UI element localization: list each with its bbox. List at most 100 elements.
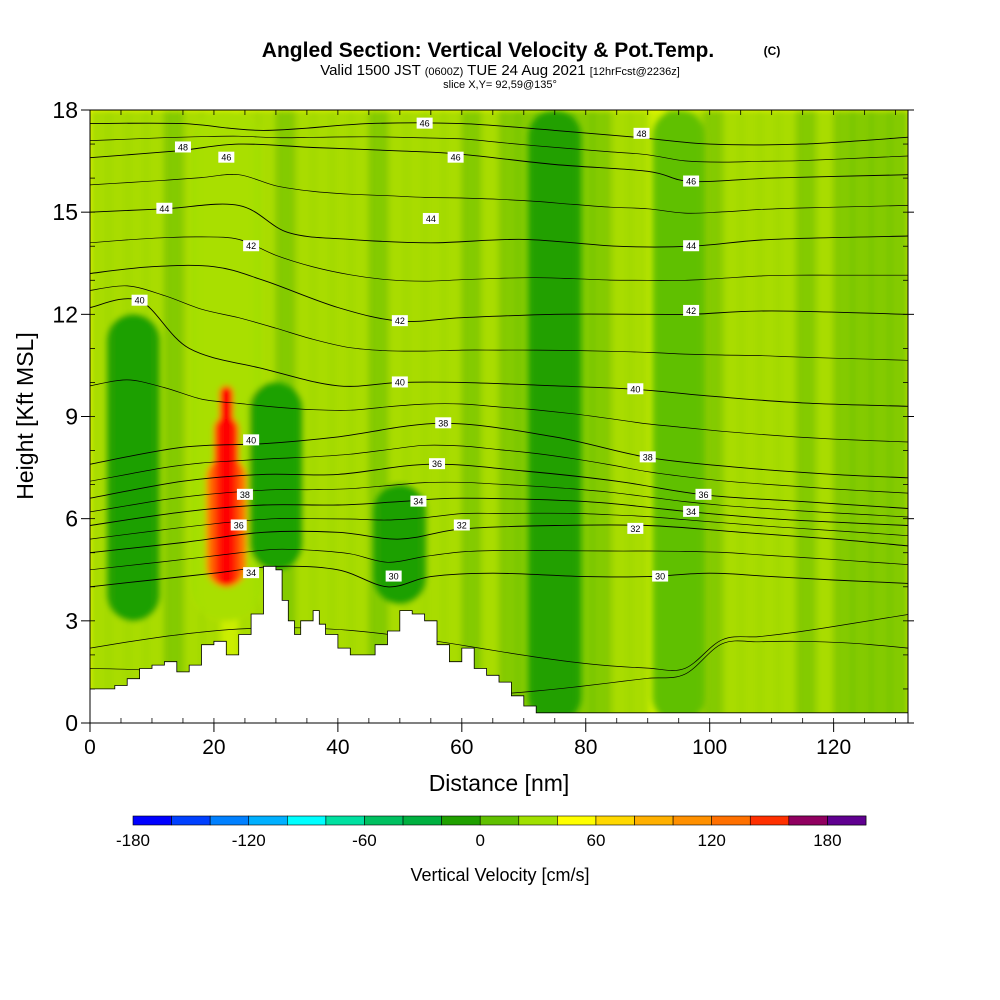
subtitle-date: TUE 24 Aug 2021 xyxy=(467,62,585,79)
colorbar-tick-label: 60 xyxy=(586,831,605,850)
theta-contour-36 xyxy=(90,463,908,509)
velocity-shading xyxy=(90,110,908,723)
velocity-cell xyxy=(629,110,649,723)
colorbar-swatch xyxy=(171,815,211,826)
velocity-cell xyxy=(610,110,631,723)
contour-label-text: 44 xyxy=(159,204,169,214)
contour-label-text: 46 xyxy=(420,119,430,129)
colorbar-swatch xyxy=(287,815,327,826)
contour-label-text: 48 xyxy=(637,129,647,139)
theta-contour-48 xyxy=(90,122,908,146)
contour-label: 34 xyxy=(683,505,700,517)
contour-label: 36 xyxy=(429,458,446,470)
contour-label: 44 xyxy=(156,202,173,214)
theta-contour-32 xyxy=(90,524,908,554)
x-tick-label: 100 xyxy=(692,736,727,759)
y-tick-label: 18 xyxy=(52,97,78,123)
velocity-cell xyxy=(777,110,798,723)
contour-label-text: 44 xyxy=(686,241,696,251)
velocity-cell xyxy=(499,110,519,723)
colorbar-swatch xyxy=(364,815,404,826)
colorbar-swatch xyxy=(402,815,442,826)
contour-label: 38 xyxy=(236,488,253,500)
velocity-cell xyxy=(870,110,891,723)
contour-label: 40 xyxy=(131,294,148,306)
velocity-feature xyxy=(528,110,582,723)
velocity-cell xyxy=(480,110,500,723)
theta-contour-34 xyxy=(90,497,908,526)
contour-label: 46 xyxy=(218,151,235,163)
terrain xyxy=(90,565,908,723)
velocity-cell xyxy=(889,110,908,723)
contour-label: 42 xyxy=(243,240,260,252)
theta-contour-38 xyxy=(90,422,908,479)
colorbar-swatch xyxy=(672,815,712,826)
contour-label-text: 44 xyxy=(426,214,436,224)
theta-contour-lowlevel xyxy=(90,614,908,671)
contour-label-text: 42 xyxy=(246,241,256,251)
velocity-cell xyxy=(424,110,445,723)
colorbar-tick-label: 180 xyxy=(813,831,841,850)
theta-contour-intermediate xyxy=(90,135,908,163)
velocity-cell xyxy=(740,110,761,723)
contour-label-text: 46 xyxy=(221,153,231,163)
y-axis-label: Height [Kft MSL] xyxy=(12,332,38,499)
subtitle-utc: (0600Z) xyxy=(425,66,464,78)
colorbar-tick-label: 0 xyxy=(475,831,484,850)
contour-label: 46 xyxy=(683,175,700,187)
contour-label: 30 xyxy=(652,570,669,582)
x-axis-label: Distance [nm] xyxy=(429,770,570,796)
contour-label: 40 xyxy=(627,383,644,395)
contour-label-text: 32 xyxy=(457,520,467,530)
contour-label-text: 30 xyxy=(655,572,665,582)
colorbar-swatch xyxy=(749,815,790,826)
theta-contour-intermediate xyxy=(90,236,908,282)
theta-contour-42 xyxy=(90,264,908,322)
contour-label-text: 36 xyxy=(234,520,244,530)
contour-label: 34 xyxy=(243,567,260,579)
colorbar-swatch xyxy=(209,815,250,826)
colorbar-swatch xyxy=(441,815,481,826)
theta-contour-intermediate xyxy=(90,548,908,571)
contour-label-text: 34 xyxy=(413,497,423,507)
x-tick-label: 60 xyxy=(450,736,473,759)
contour-label-text: 46 xyxy=(451,153,461,163)
colorbar-tick-label: -120 xyxy=(232,831,266,850)
plot-area: 48 46 46 46 48 46 44 44 44 42 42 42 40 40 40 40 38 38 38 36… xyxy=(89,109,909,724)
velocity-feature xyxy=(249,382,303,570)
velocity-cell xyxy=(591,110,612,723)
y-tick-label: 6 xyxy=(65,506,78,532)
colorbar: -180 -120 -60 0 60 120 180 xyxy=(116,815,867,850)
contour-label: 36 xyxy=(230,519,247,531)
colorbar-swatch xyxy=(479,815,520,826)
y-tick-label: 9 xyxy=(65,404,78,430)
chart-title-unit: (C) xyxy=(764,44,781,58)
contour-label-text: 40 xyxy=(246,435,256,445)
contour-label: 34 xyxy=(410,495,427,507)
y-tick-label: 15 xyxy=(52,199,78,225)
chart-slice-info: slice X,Y= 92,59@135° xyxy=(443,79,557,91)
theta-contour-intermediate xyxy=(90,174,908,214)
contour-label-text: 38 xyxy=(643,452,653,462)
contour-label: 38 xyxy=(435,417,452,429)
theta-contour-intermediate xyxy=(90,285,908,361)
contour-label-text: 36 xyxy=(432,459,442,469)
theta-contour-44 xyxy=(90,203,908,248)
x-tick-label: 0 xyxy=(84,736,96,759)
velocity-cell xyxy=(313,110,333,723)
velocity-feature xyxy=(652,110,706,723)
chart-subtitle: Valid 1500 JST (0600Z) TUE 24 Aug 2021 [… xyxy=(320,62,680,79)
contour-label-text: 30 xyxy=(389,572,399,582)
x-tick-label: 40 xyxy=(326,736,349,759)
contour-label: 44 xyxy=(422,212,439,224)
velocity-cell xyxy=(722,110,742,723)
colorbar-swatch xyxy=(634,815,674,826)
velocity-cell xyxy=(461,110,482,723)
velocity-field xyxy=(90,110,908,723)
contour-label-text: 42 xyxy=(395,316,405,326)
colorbar-swatch xyxy=(557,815,597,826)
contour-label-text: 38 xyxy=(438,418,448,428)
theta-contour-intermediate xyxy=(90,512,908,540)
